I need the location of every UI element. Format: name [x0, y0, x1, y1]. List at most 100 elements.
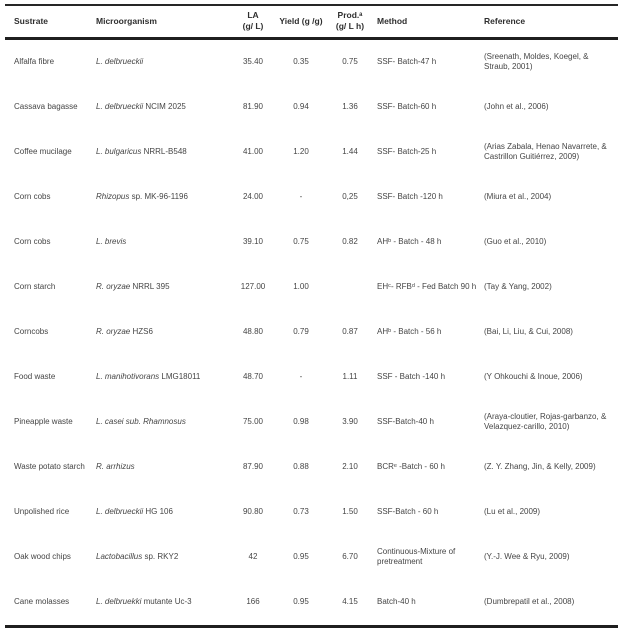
reference-cell: (Y Ohkouchi & Inoue, 2006) — [484, 372, 583, 382]
prod-cell: 0.87 — [342, 327, 358, 337]
table-row: Food waste L. manihotivorans LMG18011 48… — [5, 355, 618, 400]
substrate-cell: Corn cobs — [14, 192, 51, 202]
microorganism-strain: NRRL-B548 — [143, 147, 187, 157]
microorganism-cell: L. bulgaricus NRRL-B548 — [93, 130, 230, 175]
col-header-la-line2: (g/ L) — [242, 21, 264, 32]
table-header-row: Sustrate Microorganism LA (g/ L) Yield (… — [5, 5, 618, 40]
reference-cell: (Bai, Li, Liu, & Cui, 2008) — [484, 327, 573, 337]
la-cell: 41.00 — [242, 147, 264, 157]
col-header-la-line1: LA — [247, 10, 259, 20]
method-cell: SSF- Batch-47 h — [377, 57, 437, 67]
substrate-cell: Corn cobs — [14, 237, 51, 247]
prod-cell: 6.70 — [342, 552, 358, 562]
col-header-yield: Yield (g /g) — [276, 5, 326, 40]
table-row: Corn starch R. oryzae NRRL 395 127.00 1.… — [5, 265, 618, 310]
table-row: Cassava bagasse L. delbrueckii NCIM 2025… — [5, 85, 618, 130]
microorganism-strain: HG 106 — [145, 507, 173, 517]
yield-cell: 0.95 — [293, 597, 309, 607]
yield-cell: - — [299, 372, 303, 382]
reference-cell: (Sreenath, Moldes, Koegel, & Straub, 200… — [484, 51, 589, 72]
yield-cell: 0.75 — [293, 237, 309, 247]
table-row: Waste potato starch R. arrhizus 87.90 0.… — [5, 445, 618, 490]
substrate-cell: Waste potato starch — [14, 462, 85, 472]
substrate-cell: Pineapple waste — [14, 417, 73, 427]
prod-cell: 1.44 — [342, 147, 358, 157]
prod-cell: 0,25 — [342, 192, 358, 202]
table-row: Pineapple waste L. casei sub. Rhamnosus … — [5, 400, 618, 445]
prod-cell: 3.90 — [342, 417, 358, 427]
microorganism-cell: L. brevis — [93, 220, 230, 265]
yield-cell: 1.20 — [293, 147, 309, 157]
substrate-cell: Cassava bagasse — [14, 102, 78, 112]
prod-cell: 0.75 — [342, 57, 358, 67]
la-cell: 48.80 — [242, 327, 264, 337]
microorganism-cell: L. casei sub. Rhamnosus — [93, 400, 230, 445]
col-header-microorganism: Microorganism — [93, 5, 230, 40]
substrate-cell: Alfalfa fibre — [14, 57, 55, 67]
table-body: Alfalfa fibre L. delbrueckii 35.40 0.35 … — [5, 38, 618, 626]
microorganism-name: L. delbrueckii — [96, 507, 144, 517]
microorganism-cell: R. oryzae NRRL 395 — [93, 265, 230, 310]
prod-cell: 1.50 — [342, 507, 358, 517]
reference-cell: (Guo et al., 2010) — [484, 237, 547, 247]
method-cell: AHᵇ - Batch - 48 h — [377, 237, 442, 247]
reference-cell: (Lu et al., 2009) — [484, 507, 541, 517]
method-cell: SSF - Batch -140 h — [377, 372, 446, 382]
yield-cell: 0.98 — [293, 417, 309, 427]
la-cell: 39.10 — [242, 237, 264, 247]
microorganism-cell: L. delbrueckii HG 106 — [93, 490, 230, 535]
microorganism-name: L. delbrueckii — [96, 102, 144, 112]
col-header-prod-line1: Prod.ᵃ — [337, 10, 363, 20]
la-cell: 24.00 — [242, 192, 264, 202]
method-cell: Batch-40 h — [377, 597, 416, 607]
la-cell: 81.90 — [242, 102, 264, 112]
la-cell: 35.40 — [242, 57, 264, 67]
microorganism-strain: sp. RKY2 — [144, 552, 179, 562]
method-cell: AHᵇ - Batch - 56 h — [377, 327, 442, 337]
yield-cell: 0.94 — [293, 102, 309, 112]
method-cell: SSF-Batch - 60 h — [377, 507, 439, 517]
prod-cell: 2.10 — [342, 462, 358, 472]
table-row: Cane molasses L. delbruekki mutante Uc-3… — [5, 580, 618, 627]
yield-cell: 0.35 — [293, 57, 309, 67]
microorganism-name: L. bulgaricus — [96, 147, 142, 157]
substrate-cell: Corn starch — [14, 282, 56, 292]
reference-cell: (Miura et al., 2004) — [484, 192, 552, 202]
method-cell: SSF- Batch -120 h — [377, 192, 443, 202]
table-row: Unpolished rice L. delbrueckii HG 106 90… — [5, 490, 618, 535]
microorganism-name: L. casei sub. Rhamnosus — [96, 417, 186, 427]
prod-cell: 1.36 — [342, 102, 358, 112]
prod-cell — [326, 265, 374, 310]
la-cell: 90.80 — [242, 507, 264, 517]
method-cell: SSF- Batch-60 h — [377, 102, 437, 112]
microorganism-strain: mutante Uc-3 — [143, 597, 192, 607]
col-header-prod-line2: (g/ L h) — [335, 21, 365, 32]
reference-cell: (Araya-cloutier, Rojas-garbanzo, & Velaz… — [484, 411, 607, 432]
table-row: Alfalfa fibre L. delbrueckii 35.40 0.35 … — [5, 38, 618, 85]
prod-cell: 1.11 — [342, 372, 358, 382]
microorganism-name: R. oryzae — [96, 327, 131, 337]
microorganism-cell: L. delbrueckii — [93, 38, 230, 85]
yield-cell: - — [299, 192, 303, 202]
microorganism-strain: NCIM 2025 — [145, 102, 186, 112]
la-cell: 48.70 — [242, 372, 264, 382]
yield-cell: 0.79 — [293, 327, 309, 337]
reference-cell: (Z. Y. Zhang, Jin, & Kelly, 2009) — [484, 462, 596, 472]
microorganism-name: R. oryzae — [96, 282, 131, 292]
table-row: Corn cobs L. brevis 39.10 0.75 0.82 AHᵇ … — [5, 220, 618, 265]
microorganism-cell: L. delbrueckii NCIM 2025 — [93, 85, 230, 130]
substrate-cell: Oak wood chips — [14, 552, 71, 562]
reference-cell: (John et al., 2006) — [484, 102, 549, 112]
microorganism-name: L. manihotivorans — [96, 372, 160, 382]
microorganism-cell: Rhizopus sp. MK-96-1196 — [93, 175, 230, 220]
table-row: Corncobs R. oryzae HZS6 48.80 0.79 0.87 … — [5, 310, 618, 355]
method-cell: SSF-Batch-40 h — [377, 417, 434, 427]
microorganism-strain: HZS6 — [132, 327, 153, 337]
la-cell: 87.90 — [242, 462, 264, 472]
prod-cell: 0.82 — [342, 237, 358, 247]
microorganism-name: L. delbrueckii — [96, 57, 144, 67]
reference-cell: (Dumbrepatil et al., 2008) — [484, 597, 575, 607]
table-row: Corn cobs Rhizopus sp. MK-96-1196 24.00 … — [5, 175, 618, 220]
substrate-cell: Cane molasses — [14, 597, 70, 607]
microorganism-strain: LMG18011 — [161, 372, 201, 382]
